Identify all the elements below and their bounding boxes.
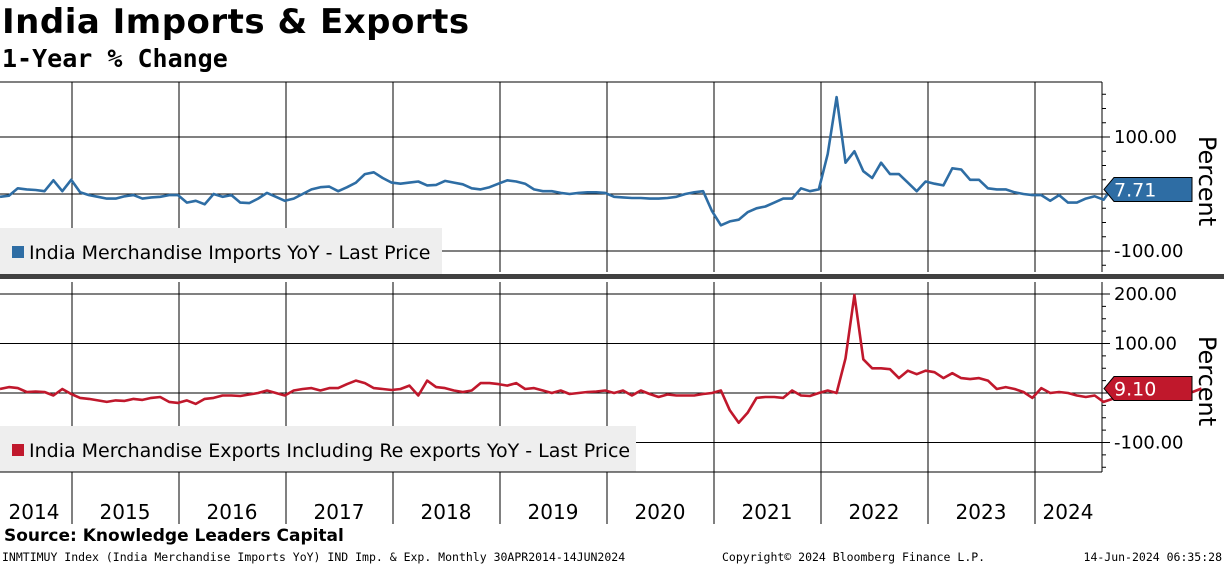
footer-index-info: INMTIMUY Index (India Merchandise Import…: [2, 550, 626, 564]
panel-exports: 200.00 100.00 -100.00 Percent 9.10 India Merc…: [0, 282, 1221, 472]
x-tick-label: 2022: [849, 500, 900, 524]
x-tick-label: 2017: [314, 500, 365, 524]
last-value-label: 9.10: [1114, 379, 1156, 401]
x-tick-label: 2018: [421, 500, 472, 524]
chart-subtitle: 1-Year % Change: [2, 44, 228, 73]
panel-imports: 100.00 -100.00 Percent 7.71 India Merchandis…: [0, 82, 1221, 274]
legend-swatch: [12, 444, 24, 456]
y-tick-label: 100.00: [1114, 127, 1177, 148]
x-tick-label: 2023: [956, 500, 1007, 524]
legend-label: India Merchandise Imports YoY - Last Pri…: [29, 242, 431, 264]
y-tick-label: -100.00: [1114, 241, 1183, 262]
footer-copyright: Copyright© 2024 Bloomberg Finance L.P.: [722, 550, 986, 564]
x-tick-label: 2014: [9, 500, 60, 524]
x-tick-label: 2019: [528, 500, 579, 524]
source-note: Source: Knowledge Leaders Capital: [4, 526, 344, 546]
x-tick-label: 2016: [207, 500, 258, 524]
x-tick-label: 2020: [635, 500, 686, 524]
legend-exports: India Merchandise Exports Including Re e…: [0, 426, 636, 472]
x-tick-label: 2015: [100, 500, 151, 524]
series-line-exports: [0, 293, 1202, 425]
legend-swatch: [12, 246, 24, 258]
legend-imports: India Merchandise Imports YoY - Last Pri…: [0, 228, 442, 274]
panel-divider: [0, 274, 1224, 279]
legend-label: India Merchandise Exports Including Re e…: [29, 440, 630, 462]
y-axis-label: Percent: [1193, 336, 1221, 426]
y-tick-label: 100.00: [1114, 334, 1177, 355]
legend-box: [0, 426, 636, 472]
legend-box: [0, 228, 442, 274]
x-tick-label: 2024: [1043, 500, 1094, 524]
series-line-imports: [0, 95, 1176, 227]
y-axis-label: Percent: [1193, 136, 1221, 226]
last-value-tag: [1103, 376, 1193, 402]
x-tick-label: 2021: [742, 500, 793, 524]
x-axis: 2014 2015 2016 2017 2018 2019 2020 2021 2022 2023…: [0, 471, 1102, 524]
footer-timestamp: 14-Jun-2024 06:35:28: [1083, 550, 1222, 564]
y-tick-label: -100.00: [1114, 433, 1183, 454]
y-tick-label: 200.00: [1114, 284, 1177, 305]
last-value-label: 7.71: [1114, 179, 1156, 201]
last-value-tag: [1103, 176, 1193, 202]
chart-title: India Imports & Exports: [2, 2, 470, 42]
